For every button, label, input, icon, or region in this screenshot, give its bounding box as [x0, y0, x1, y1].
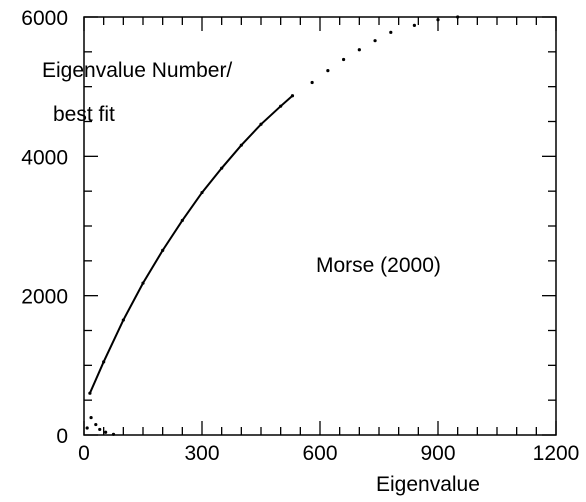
- data-point: [436, 18, 440, 22]
- x-tick-label: 1200: [533, 442, 580, 465]
- annotation-morse-2000: Morse (2000): [316, 254, 441, 277]
- data-point: [161, 248, 165, 252]
- x-tick-label: 900: [420, 442, 455, 465]
- data-point: [357, 48, 361, 52]
- data-point: [220, 166, 224, 170]
- data-point: [121, 318, 125, 322]
- data-point: [200, 190, 204, 195]
- x-axis-title: Eigenvalue: [376, 473, 480, 496]
- annotation-best-fit: best fit: [53, 103, 115, 126]
- series-dense-curve: [88, 94, 294, 394]
- y-tick-label: 0: [56, 425, 68, 448]
- y-tick-label: 6000: [21, 7, 68, 30]
- data-point: [342, 57, 346, 62]
- data-point: [373, 39, 377, 43]
- data-point: [310, 80, 314, 85]
- marks-group: [85, 15, 460, 436]
- data-point-low: [111, 432, 116, 436]
- data-point: [259, 122, 263, 126]
- data-point-low: [104, 430, 108, 434]
- data-point: [239, 143, 243, 147]
- data-point: [180, 218, 184, 223]
- data-point: [412, 23, 416, 27]
- labels-group: 0 300 600 900 1200 0 2000 4000 6000: [21, 7, 579, 465]
- data-point: [326, 69, 330, 73]
- data-point: [102, 360, 106, 364]
- data-point: [456, 15, 460, 19]
- data-point-low: [89, 415, 93, 420]
- data-point: [389, 30, 393, 34]
- annotation-eigenvalue-number: Eigenvalue Number/: [42, 59, 232, 82]
- data-point-low: [85, 426, 89, 430]
- x-tick-label: 600: [302, 442, 337, 465]
- data-point: [141, 281, 145, 285]
- x-tick-label: 300: [184, 442, 219, 465]
- plot-frame: [83, 16, 557, 436]
- data-point: [88, 391, 92, 395]
- x-tick-label: 0: [78, 442, 90, 465]
- data-point-low: [98, 427, 102, 432]
- data-point: [279, 104, 283, 108]
- data-point-low: [94, 422, 98, 427]
- y-tick-label: 4000: [21, 146, 68, 169]
- y-tick-label: 2000: [21, 286, 68, 309]
- data-point: [290, 94, 295, 98]
